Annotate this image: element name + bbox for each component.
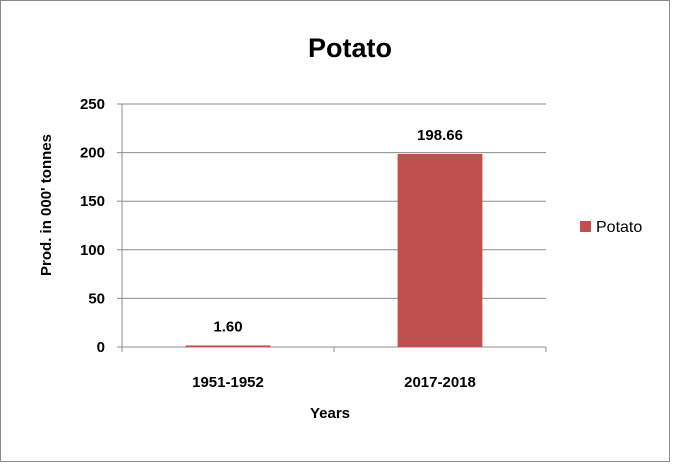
x-tick-label: 2017-2018: [404, 374, 476, 391]
y-axis-title: Prod. in 000' tonnes: [38, 134, 55, 276]
bar-2017-2018: [397, 153, 483, 347]
y-tick-labels: 0 50 100 150 200 250: [80, 96, 105, 356]
chart-title: Potato: [308, 33, 392, 63]
legend-swatch-potato: [580, 221, 591, 232]
x-tick-labels: 1951-1952 2017-2018: [192, 374, 476, 391]
y-tick-label: 100: [80, 242, 105, 259]
bar-1951-1952: [185, 345, 271, 347]
data-label-2017-2018: 198.66: [417, 127, 463, 144]
y-tick-label: 0: [97, 339, 105, 356]
bars: [185, 153, 483, 347]
data-labels: 1.60 198.66: [213, 127, 463, 336]
y-tick-label: 50: [88, 290, 105, 307]
x-tick-label: 1951-1952: [192, 374, 264, 391]
legend-label-potato: Potato: [596, 219, 642, 236]
y-tick-label: 200: [80, 145, 105, 162]
y-tick-label: 150: [80, 193, 105, 210]
y-tick-label: 250: [80, 96, 105, 113]
x-axis-title: Years: [310, 405, 350, 422]
data-label-1951-1952: 1.60: [213, 318, 242, 335]
legend: Potato: [580, 219, 642, 236]
